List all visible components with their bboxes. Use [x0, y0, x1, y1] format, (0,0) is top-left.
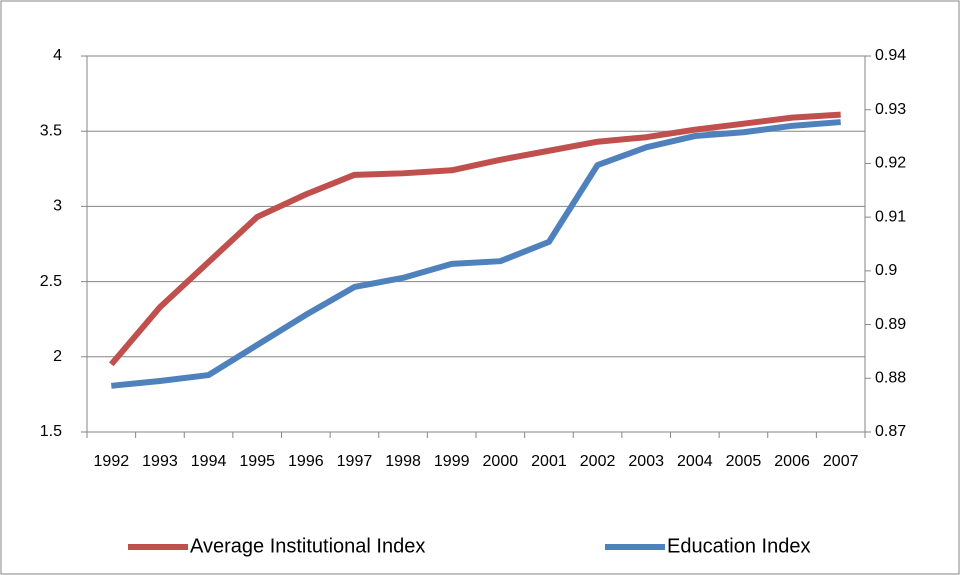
y2-tick-label: 0.91 [875, 208, 906, 225]
x-tick-label: 1995 [239, 453, 275, 470]
y2-tick-label: 0.92 [875, 155, 906, 172]
x-tick-label: 2001 [531, 453, 567, 470]
y2-tick-label: 0.94 [875, 47, 906, 64]
x-tick-label: 1992 [94, 453, 130, 470]
y-tick-label: 2 [53, 348, 62, 365]
x-tick-label: 1993 [142, 453, 178, 470]
x-tick-label: 1999 [434, 453, 470, 470]
y-tick-label: 4 [53, 47, 62, 64]
x-tick-label: 1994 [191, 453, 227, 470]
series-line [109, 111, 841, 367]
legend-label: Education Index [667, 535, 810, 557]
x-tick-label: 1998 [385, 453, 421, 470]
x-tick-label: 2004 [677, 453, 713, 470]
y-tick-label: 3 [53, 198, 62, 215]
x-tick-label: 1997 [337, 453, 373, 470]
x-tick-label: 1996 [288, 453, 324, 470]
legend-label: Average Institutional Index [190, 535, 425, 557]
y2-tick-label: 0.89 [875, 316, 906, 333]
y-tick-label: 3.5 [40, 122, 62, 139]
x-tick-label: 2002 [580, 453, 616, 470]
series-line [111, 119, 841, 389]
x-tick-label: 2000 [483, 453, 519, 470]
y-tick-label: 1.5 [40, 423, 62, 440]
y2-tick-label: 0.88 [875, 370, 906, 387]
y2-tick-label: 0.9 [875, 262, 897, 279]
y-tick-label: 2.5 [40, 273, 62, 290]
y2-tick-label: 0.87 [875, 423, 906, 440]
x-tick-label: 2006 [774, 453, 810, 470]
x-tick-label: 2005 [726, 453, 762, 470]
y2-tick-label: 0.93 [875, 101, 906, 118]
x-tick-label: 2007 [823, 453, 859, 470]
x-tick-label: 2003 [628, 453, 664, 470]
